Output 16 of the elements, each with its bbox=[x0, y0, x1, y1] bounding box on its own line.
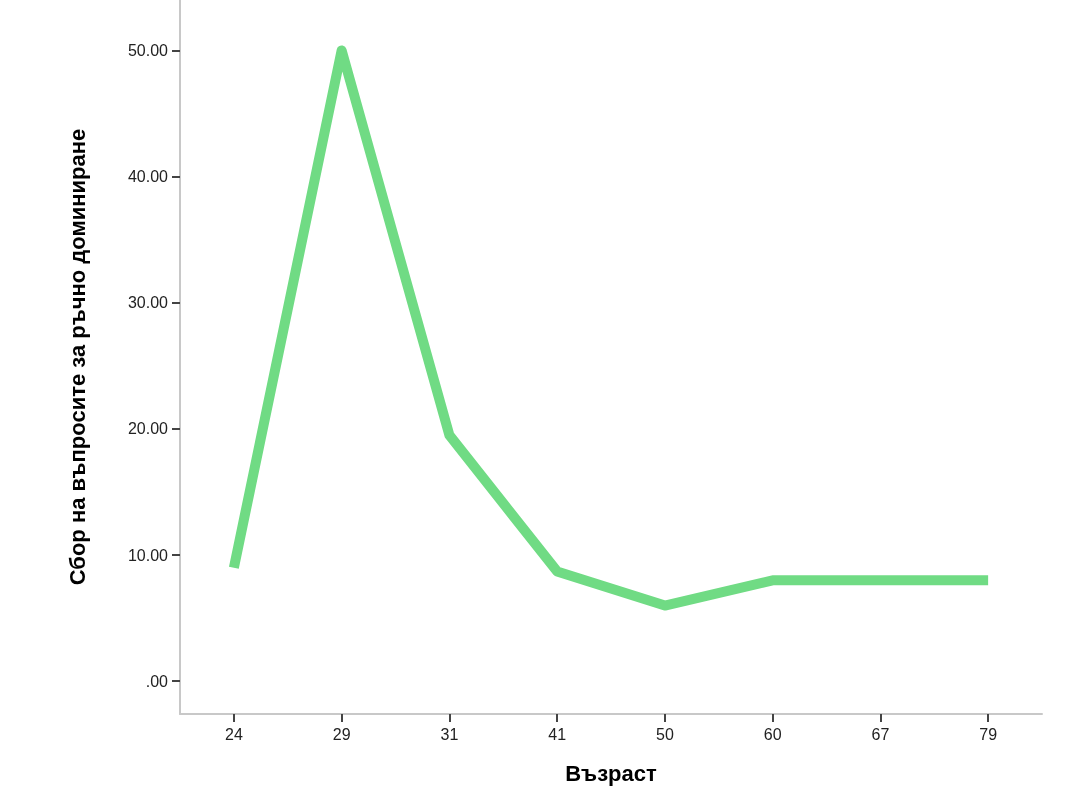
x-tick-label: 29 bbox=[332, 725, 351, 743]
x-tick-label: 50 bbox=[655, 725, 674, 743]
y-tick-label: 20.00 bbox=[127, 420, 169, 438]
y-tick-label: 50.00 bbox=[127, 41, 169, 59]
y-tick-label: 30.00 bbox=[127, 294, 169, 312]
x-tick-label: 79 bbox=[979, 725, 998, 743]
x-tick-label: 67 bbox=[871, 725, 890, 743]
y-tick-label: 10.00 bbox=[127, 546, 169, 564]
x-tick-label: 24 bbox=[224, 725, 243, 743]
x-axis-title: Възраст bbox=[565, 760, 657, 786]
y-tick-label: .00 bbox=[145, 672, 169, 690]
x-tick-label: 60 bbox=[763, 725, 782, 743]
x-tick-label: 41 bbox=[548, 725, 567, 743]
x-tick-label: 31 bbox=[440, 725, 459, 743]
y-tick-label: 40.00 bbox=[127, 168, 169, 186]
y-axis-title: Сбор на въпросите за ръчно доминиране bbox=[64, 128, 90, 586]
